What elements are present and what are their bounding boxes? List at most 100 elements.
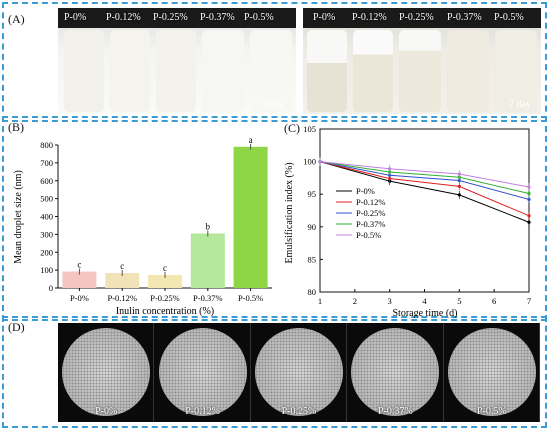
day7-vial-label: P-0.37% <box>447 12 482 23</box>
significance-letter: c <box>163 263 167 273</box>
micrograph-label: P-0.37% <box>378 406 413 417</box>
bar <box>233 146 268 288</box>
significance-letter: a <box>249 135 253 145</box>
x-tick-label: P-0% <box>70 293 89 303</box>
x-tick-label: P-0.25% <box>150 293 180 303</box>
droplet-field <box>447 328 536 416</box>
day7-vial-label: P-0.5% <box>494 12 524 23</box>
data-point <box>457 184 461 188</box>
micrograph: P-0.5% <box>444 323 540 422</box>
legend-label: P-0% <box>356 186 375 196</box>
x-tick-label: 2 <box>353 296 357 306</box>
x-tick-label: P-0.12% <box>107 293 137 303</box>
day7-label: 7 day <box>509 99 531 110</box>
day0-vial-label: P-0.5% <box>244 12 274 23</box>
data-point <box>388 167 392 171</box>
panel-a-frame <box>2 2 547 122</box>
emulsification-line-chart: 80 85 90 95 100 105 1 2 3 4 5 6 7 P-0%P-0.12%P-0.25… <box>284 124 531 318</box>
y-tick-label: 100 <box>303 157 316 167</box>
vials-photo-day0 <box>58 8 296 114</box>
data-point <box>527 191 531 196</box>
legend-label: P-0.12% <box>356 197 386 207</box>
data-point <box>457 193 461 197</box>
day0-vial-label: P-0.37% <box>200 12 235 23</box>
x-tick-label: 4 <box>422 296 427 306</box>
plot-area <box>319 128 530 293</box>
panel-a-label: (A) <box>8 12 25 26</box>
data-point <box>457 172 461 176</box>
micrograph: P-0.37% <box>347 323 444 422</box>
data-point <box>527 185 531 189</box>
y-tick-label: 400 <box>40 212 53 222</box>
y-tick-label: 80 <box>308 287 317 297</box>
droplet-field <box>351 328 440 416</box>
series-line <box>319 161 530 200</box>
x-tick-label: P-0.5% <box>238 293 263 303</box>
x-tick-label: P-0.37% <box>193 293 223 303</box>
x-tick-label: 3 <box>388 296 392 306</box>
droplet-field <box>62 328 151 416</box>
y-tick-label: 500 <box>40 194 53 204</box>
y-tick-label: 300 <box>40 229 53 239</box>
day7-vial-label: P-0.25% <box>399 12 434 23</box>
data-point <box>318 160 322 164</box>
panel-bc-frame <box>2 116 547 321</box>
data-point <box>527 214 531 218</box>
day7-vial-label: P-0% <box>313 12 336 23</box>
y-tick-label: 0 <box>49 283 53 293</box>
y-tick-label: 100 <box>40 265 53 275</box>
micrograph-label: P-0.5% <box>476 406 507 417</box>
significance-letter: c <box>77 260 81 270</box>
panel-d-label: (D) <box>8 320 25 334</box>
day0-vial-label: P-0.25% <box>153 12 188 23</box>
y-tick-label: 600 <box>40 176 53 186</box>
y-tick-label: 90 <box>308 222 317 232</box>
x-axis-label: Inulin concentration (%) <box>116 306 214 317</box>
x-tick-label: 5 <box>457 296 461 306</box>
significance-letter: b <box>206 221 211 231</box>
x-tick-label: 1 <box>318 296 322 306</box>
y-tick-label: 105 <box>303 124 316 134</box>
y-tick-label: 800 <box>40 140 53 150</box>
y-axis-label: Mean droplet size (nm) <box>13 170 24 264</box>
y-tick-label: 700 <box>40 158 53 168</box>
day0-vial-label: P-0.12% <box>106 12 141 23</box>
series-line <box>319 161 530 188</box>
legend-label: P-0.25% <box>356 208 386 218</box>
y-tick-label: 200 <box>40 247 53 257</box>
vials-photo-day7 <box>303 8 541 114</box>
y-axis-label: Emulsification index (%) <box>284 162 295 263</box>
droplet-field <box>158 328 247 416</box>
panel-d-frame <box>2 316 547 428</box>
series-line <box>319 161 530 223</box>
legend-label: P-0.37% <box>356 219 386 229</box>
x-axis-label: Storage time (d) <box>393 308 458 318</box>
legend-label: P-0.5% <box>356 230 381 240</box>
day0-label: 0 day <box>262 99 284 110</box>
bar <box>190 233 225 288</box>
micrograph-label: P-0% <box>95 406 118 417</box>
micrograph-strip: P-0% P-0.12% P-0.25% P-0.37% P-0.5% <box>58 323 540 422</box>
series-line <box>319 161 530 195</box>
panel-b-label: (B) <box>8 120 24 134</box>
x-tick-label: 6 <box>492 296 496 306</box>
micrograph: P-0% <box>58 323 155 422</box>
day7-vial-label: P-0.12% <box>352 12 387 23</box>
panel-c-label: (C) <box>284 121 300 135</box>
y-tick-label: 85 <box>308 254 317 264</box>
series-line <box>319 161 530 217</box>
bar <box>148 274 182 288</box>
significance-letter: c <box>120 261 124 271</box>
day0-vial-label: P-0% <box>64 12 87 23</box>
micrograph-label: P-0.25% <box>281 406 317 417</box>
bar <box>62 271 97 288</box>
bar <box>105 272 140 288</box>
micrograph: P-0.12% <box>154 323 251 422</box>
data-point <box>527 197 531 202</box>
droplet-field <box>254 328 343 416</box>
y-tick-label: 95 <box>308 189 317 199</box>
micrograph: P-0.25% <box>251 323 348 422</box>
data-point <box>527 220 531 224</box>
droplet-size-bar-chart: 0 100 200 300 400 500 600 700 800 c c c b a P-0% P-0.… <box>13 135 272 317</box>
x-tick-label: 7 <box>527 296 531 306</box>
